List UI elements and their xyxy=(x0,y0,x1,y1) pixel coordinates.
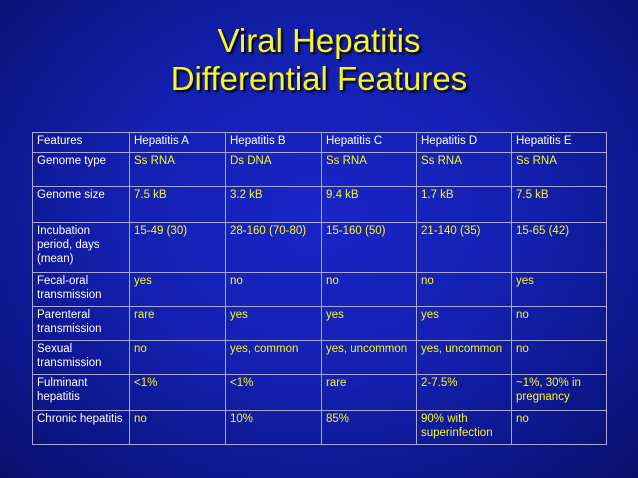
table-cell: 90% with superinfection xyxy=(416,410,512,445)
table-cell: rare xyxy=(129,306,226,341)
table-cell: 85% xyxy=(321,410,417,445)
header-hepatitis-b: Hepatitis B xyxy=(225,132,322,153)
table-cell: 2-7.5% xyxy=(416,374,512,411)
table-cell: <1% xyxy=(225,374,322,411)
table-cell: no xyxy=(321,272,417,307)
table-row: Chronic hepatitis no 10% 85% 90% with su… xyxy=(32,410,607,445)
table-cell: yes, uncommon xyxy=(321,340,417,375)
table-cell: <1% xyxy=(129,374,226,411)
table-cell: 3.2 kB xyxy=(225,186,322,223)
table-cell: Ds DNA xyxy=(225,152,322,187)
table-cell: no xyxy=(129,410,226,445)
table-cell: 28-160 (70-80) xyxy=(225,222,322,273)
table-row: Incubation period, days (mean) 15-49 (30… xyxy=(32,222,607,273)
table-cell: no xyxy=(129,340,226,375)
table-header-row: Features Hepatitis A Hepatitis B Hepatit… xyxy=(32,132,607,153)
table-cell: 15-65 (42) xyxy=(511,222,607,273)
row-label: Genome type xyxy=(32,152,130,187)
table-row: Genome type Ss RNA Ds DNA Ss RNA Ss RNA … xyxy=(32,152,607,187)
table-cell: yes, common xyxy=(225,340,322,375)
table-cell: 21-140 (35) xyxy=(416,222,512,273)
table-row: Parenteral transmission rare yes yes yes… xyxy=(32,306,607,341)
table-cell: yes xyxy=(416,306,512,341)
table-cell: 1.7 kB xyxy=(416,186,512,223)
table-row: Fecal-oral transmission yes no no no yes xyxy=(32,272,607,307)
header-hepatitis-a: Hepatitis A xyxy=(129,132,226,153)
table-cell: 7.5 kB xyxy=(511,186,607,223)
row-label: Parenteral transmission xyxy=(32,306,130,341)
table-cell: 15-49 (30) xyxy=(129,222,226,273)
table-cell: Ss RNA xyxy=(321,152,417,187)
table-cell: 10% xyxy=(225,410,322,445)
table-cell: Ss RNA xyxy=(129,152,226,187)
table-cell: ~1%, 30% in pregnancy xyxy=(511,374,607,411)
table-cell: no xyxy=(511,306,607,341)
table-cell: 7.5 kB xyxy=(129,186,226,223)
table-cell: no xyxy=(416,272,512,307)
table-cell: Ss RNA xyxy=(511,152,607,187)
row-label: Fecal-oral transmission xyxy=(32,272,130,307)
table-cell: no xyxy=(511,410,607,445)
row-label: Chronic hepatitis xyxy=(32,410,130,445)
row-label: Sexual transmission xyxy=(32,340,130,375)
table-cell: yes, uncommon xyxy=(416,340,512,375)
slide-title: Viral Hepatitis Differential Features xyxy=(0,22,638,98)
header-features: Features xyxy=(32,132,130,153)
title-line-2: Differential Features xyxy=(170,60,468,97)
table-row: Genome size 7.5 kB 3.2 kB 9.4 kB 1.7 kB … xyxy=(32,186,607,223)
row-label: Fulminant hepatitis xyxy=(32,374,130,411)
table-row: Fulminant hepatitis <1% <1% rare 2-7.5% … xyxy=(32,374,607,411)
table-cell: rare xyxy=(321,374,417,411)
table-cell: 15-160 (50) xyxy=(321,222,417,273)
header-hepatitis-e: Hepatitis E xyxy=(511,132,607,153)
table-cell: Ss RNA xyxy=(416,152,512,187)
title-line-1: Viral Hepatitis xyxy=(217,22,421,59)
table-cell: no xyxy=(225,272,322,307)
header-hepatitis-c: Hepatitis C xyxy=(321,132,417,153)
features-table: Features Hepatitis A Hepatitis B Hepatit… xyxy=(32,132,607,445)
table-cell: yes xyxy=(129,272,226,307)
table-cell: yes xyxy=(321,306,417,341)
table-row: Sexual transmission no yes, common yes, … xyxy=(32,340,607,375)
row-label: Incubation period, days (mean) xyxy=(32,222,130,273)
header-hepatitis-d: Hepatitis D xyxy=(416,132,512,153)
table-cell: no xyxy=(511,340,607,375)
table-cell: 9.4 kB xyxy=(321,186,417,223)
table-cell: yes xyxy=(225,306,322,341)
table-cell: yes xyxy=(511,272,607,307)
row-label: Genome size xyxy=(32,186,130,223)
